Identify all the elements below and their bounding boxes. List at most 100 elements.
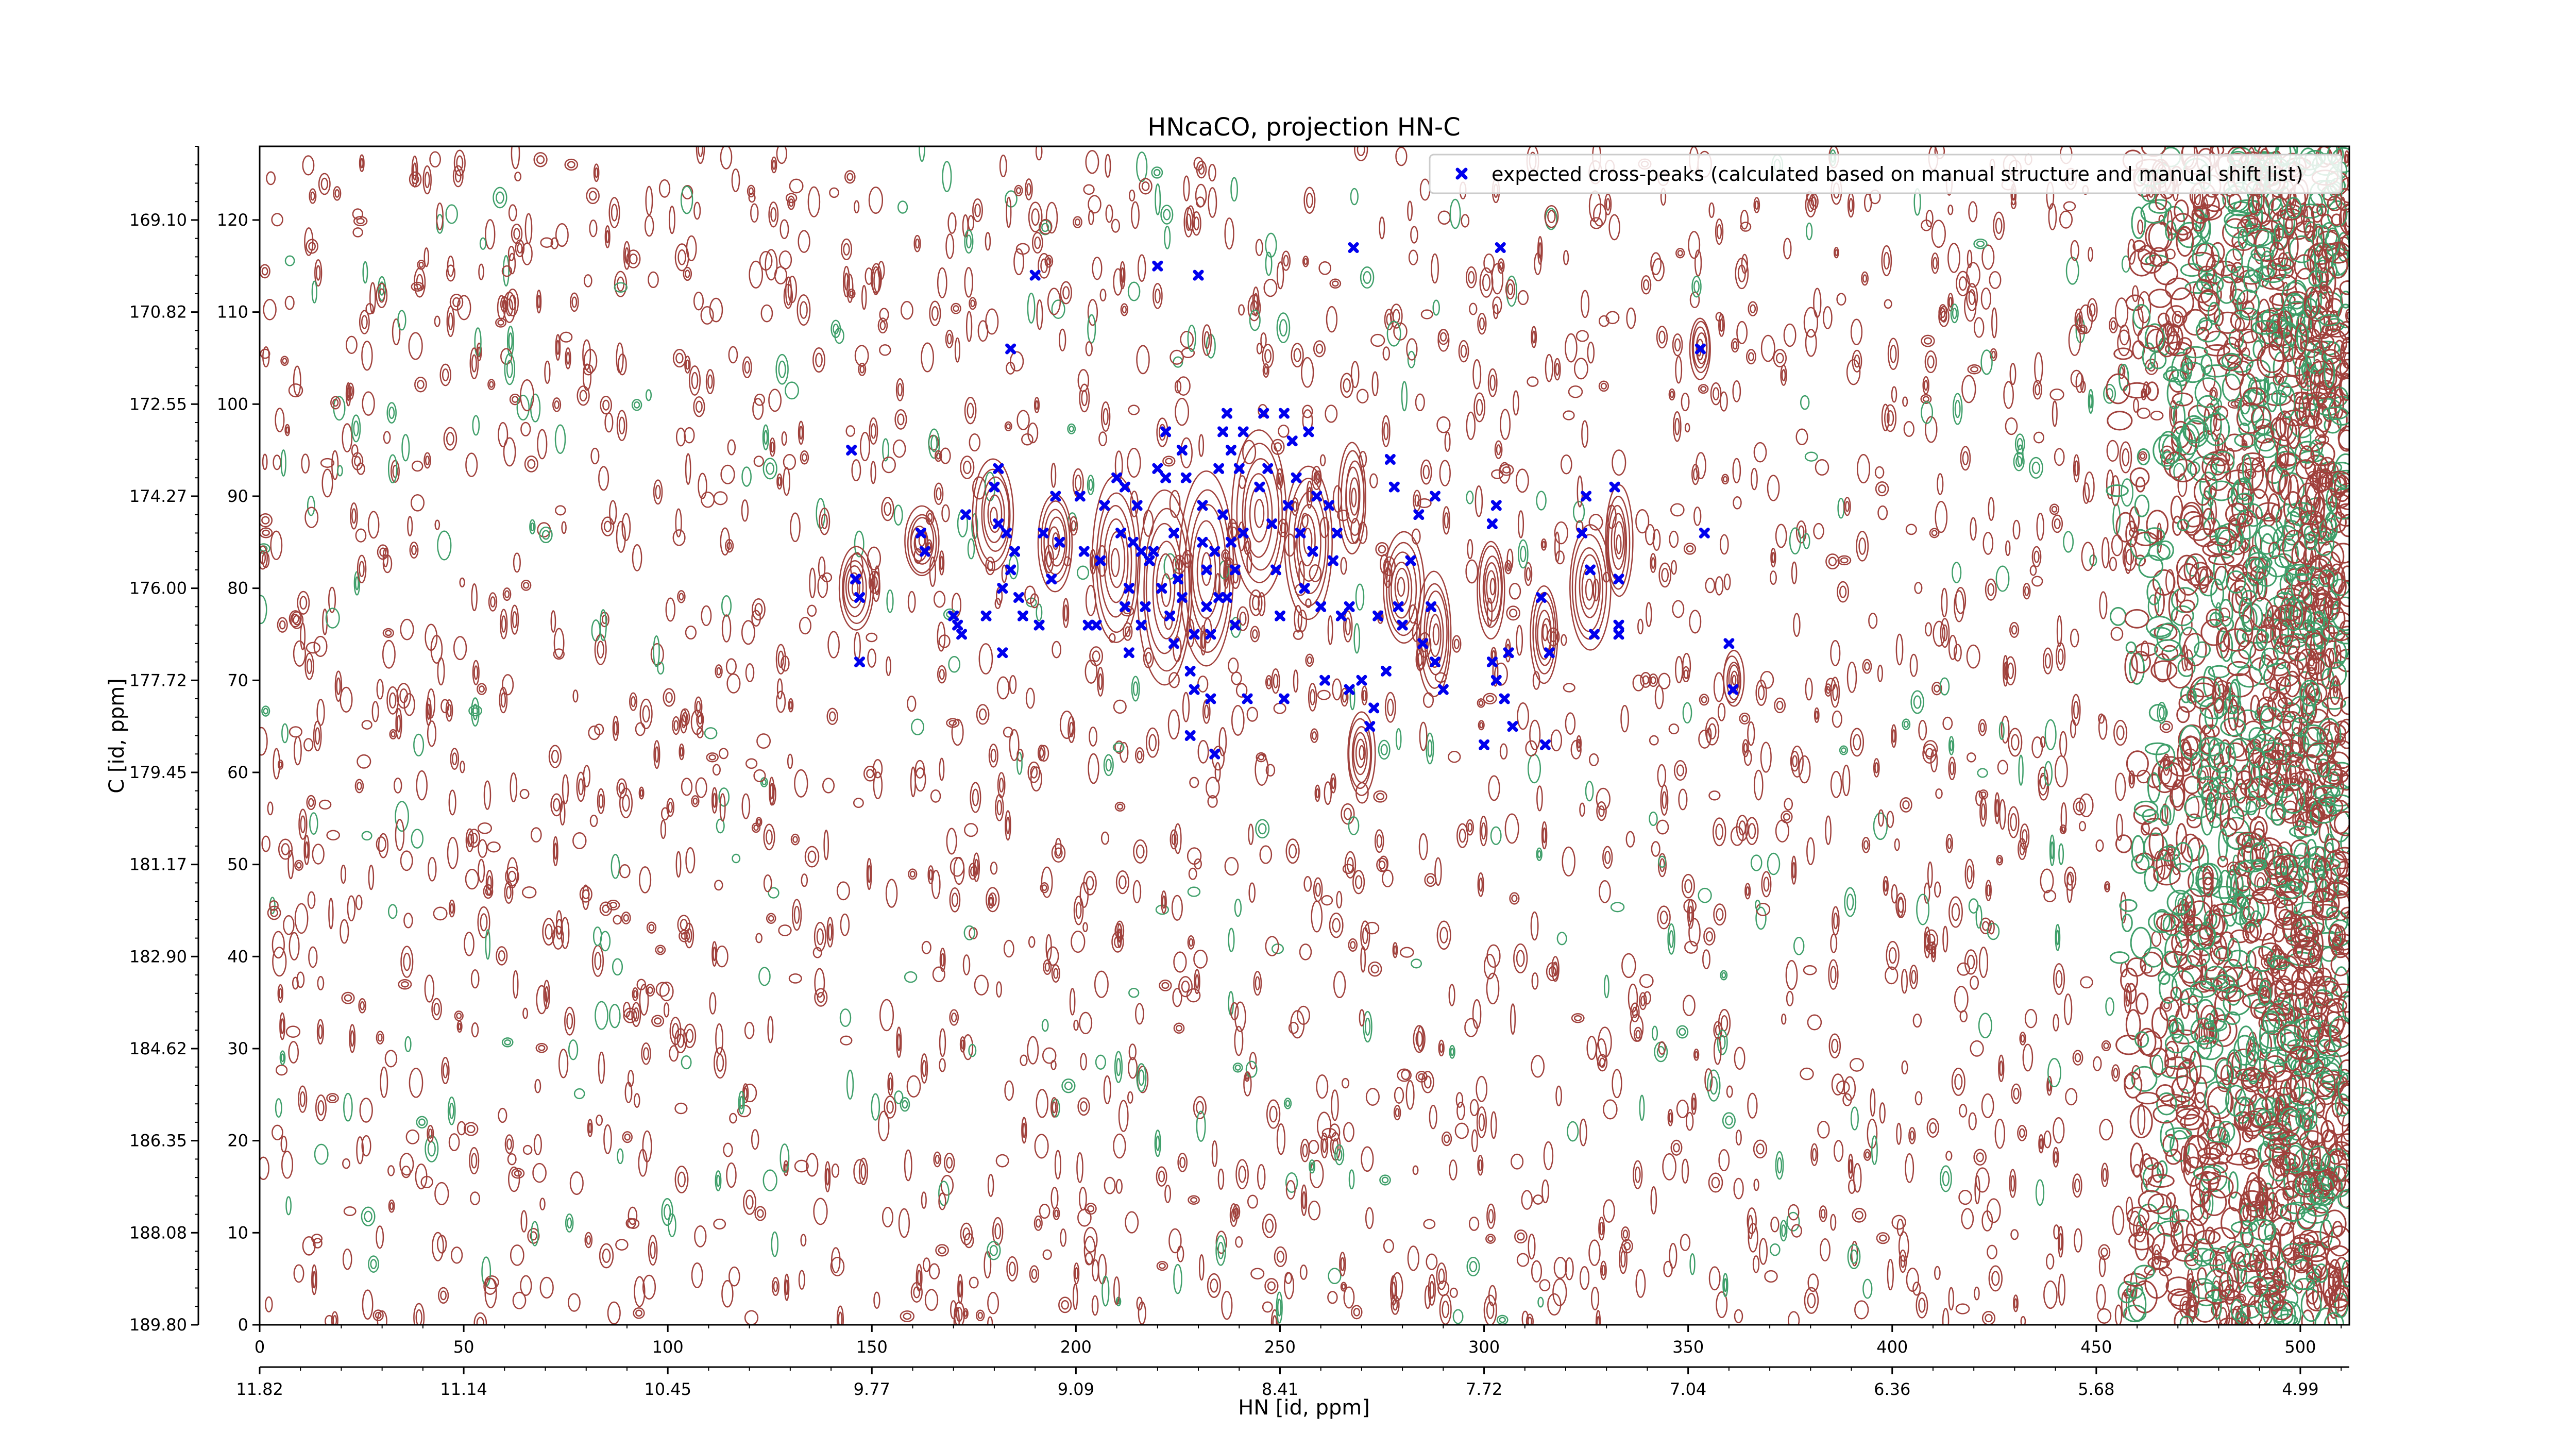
- contour-line: [1684, 423, 1690, 433]
- contour-line: [1285, 1100, 1291, 1107]
- contour-line: [842, 265, 850, 297]
- contour-line: [879, 308, 889, 322]
- contour-line: [504, 590, 510, 598]
- contour-line: [716, 818, 725, 834]
- contour-line: [1120, 303, 1128, 316]
- contour-line: [1250, 626, 1260, 643]
- contour-line: [589, 814, 598, 828]
- contour-line: [866, 769, 874, 779]
- contour-line: [317, 1100, 325, 1116]
- contour-line: [1054, 1150, 1061, 1180]
- contour-line: [762, 424, 769, 450]
- contour-line: [977, 1311, 984, 1319]
- contour-line: [1786, 990, 1794, 1006]
- contour-line: [695, 400, 703, 413]
- contour-line: [1681, 1158, 1689, 1184]
- contour-line: [1903, 720, 1909, 728]
- contour-line: [1442, 1301, 1449, 1319]
- contour-line: [599, 901, 613, 916]
- contour-line: [1604, 193, 1612, 215]
- contour-line: [293, 640, 306, 667]
- contour-line: [1529, 719, 1541, 751]
- contour-line: [1588, 514, 1603, 531]
- contour-line: [921, 1191, 927, 1209]
- contour-line: [632, 544, 642, 571]
- contour-line: [1455, 1092, 1464, 1108]
- contour-line: [767, 1016, 774, 1043]
- contour-line: [894, 1090, 904, 1104]
- contour-line: [1803, 307, 1819, 338]
- contour-line: [488, 592, 498, 612]
- contour-line: [1891, 386, 1897, 403]
- contour-line: [1783, 323, 1797, 347]
- contour-line: [1095, 1054, 1106, 1070]
- contour-line: [1283, 1098, 1292, 1109]
- contour-line: [911, 718, 924, 735]
- contour-line: [1151, 166, 1163, 179]
- contour-line: [1886, 410, 1894, 426]
- contour-line: [914, 760, 925, 779]
- contour-line: [787, 753, 793, 769]
- contour-line: [1113, 699, 1127, 714]
- contour-line: [939, 948, 946, 972]
- contour-line: [743, 1087, 748, 1099]
- contour-line: [344, 994, 352, 1002]
- contour-line: [1834, 249, 1838, 256]
- contour-line: [400, 981, 409, 988]
- contour-line: [1187, 935, 1195, 950]
- contour-line: [411, 829, 424, 849]
- contour-line: [700, 306, 714, 325]
- contour-line: [1183, 175, 1190, 201]
- contour-line: [524, 456, 538, 473]
- contour-line: [1432, 299, 1440, 316]
- contour-line: [1918, 720, 1927, 740]
- contour-line: [1562, 846, 1575, 877]
- contour-line: [1193, 157, 1204, 171]
- contour-line: [428, 1128, 433, 1139]
- contour-line: [2097, 1308, 2112, 1324]
- contour-line: [1171, 833, 1177, 846]
- contour-line: [1884, 299, 1892, 309]
- contour-line: [1691, 1092, 1697, 1115]
- contour-line: [1795, 520, 1807, 544]
- contour-line: [530, 1231, 537, 1241]
- contour-line: [1293, 348, 1301, 362]
- contour-line: [2105, 883, 2109, 890]
- contour-line: [508, 1166, 520, 1192]
- contour-line: [967, 538, 975, 560]
- contour-line: [2162, 723, 2171, 731]
- contour-line: [1168, 672, 1180, 688]
- contour-line: [1469, 302, 1478, 315]
- contour-line: [1505, 563, 1511, 571]
- contour-line: [521, 886, 537, 899]
- contour-line: [361, 831, 372, 841]
- contour-line: [1596, 801, 1607, 821]
- contour-line: [763, 874, 772, 892]
- contour-line: [589, 220, 598, 238]
- contour-line: [447, 704, 452, 717]
- contour-line: [306, 658, 313, 675]
- contour-line: [393, 777, 402, 794]
- contour-line: [1235, 1159, 1249, 1190]
- contour-line: [978, 708, 987, 721]
- contour-line: [999, 154, 1007, 178]
- contour-line: [2049, 503, 2060, 515]
- contour-line: [297, 591, 310, 615]
- contour-line: [277, 984, 284, 1003]
- contour-line: [655, 945, 666, 955]
- contour-line: [1022, 1122, 1026, 1138]
- contour-line: [1692, 1097, 1696, 1110]
- contour-line: [360, 158, 364, 169]
- contour-line: [1978, 947, 1989, 978]
- contour-line: [1715, 576, 1724, 596]
- contour-line: [2053, 1224, 2060, 1240]
- contour-line: [672, 529, 686, 546]
- contour-line: [2112, 1205, 2125, 1236]
- contour-line: [532, 1162, 547, 1183]
- contour-line: [598, 466, 609, 491]
- contour-line: [388, 1199, 395, 1213]
- contour-line: [2056, 615, 2062, 647]
- contour-line: [2082, 482, 2090, 504]
- contour-line: [1713, 903, 1726, 926]
- contour-line: [900, 300, 913, 320]
